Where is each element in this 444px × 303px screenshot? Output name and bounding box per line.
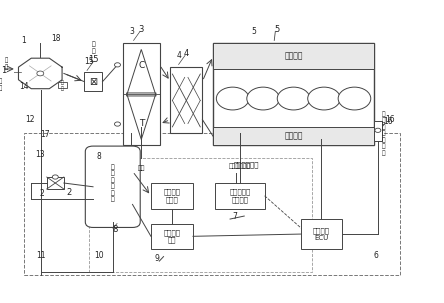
Text: 3: 3 xyxy=(129,27,134,36)
Bar xyxy=(47,177,64,189)
Bar xyxy=(374,121,382,141)
Text: 废
气: 废 气 xyxy=(0,79,2,91)
Text: T: T xyxy=(139,118,144,128)
Text: 11: 11 xyxy=(36,251,45,260)
Text: 1: 1 xyxy=(1,66,7,75)
FancyBboxPatch shape xyxy=(85,146,140,228)
Bar xyxy=(301,219,342,249)
Text: 电源管理
系统: 电源管理 系统 xyxy=(163,229,180,243)
Text: ⊠: ⊠ xyxy=(89,77,98,87)
Text: 6: 6 xyxy=(374,251,379,260)
Circle shape xyxy=(216,87,249,110)
Text: 1: 1 xyxy=(21,36,25,45)
Text: 发
动
机
自
身
信
号: 发 动 机 自 身 信 号 xyxy=(382,111,385,156)
Circle shape xyxy=(308,87,340,110)
Bar xyxy=(215,183,265,208)
Text: 12: 12 xyxy=(25,115,35,125)
Text: 氢
气
储
存
气
罐: 氢 气 储 存 气 罐 xyxy=(111,164,115,202)
Circle shape xyxy=(247,87,279,110)
Polygon shape xyxy=(19,58,62,89)
Text: 14: 14 xyxy=(20,82,29,92)
Text: 排气总管: 排气总管 xyxy=(284,132,303,141)
Text: 8: 8 xyxy=(112,225,118,234)
Text: 控制单元
ECU: 控制单元 ECU xyxy=(313,227,330,241)
Text: C: C xyxy=(138,62,144,70)
Text: 16: 16 xyxy=(383,117,392,126)
Bar xyxy=(151,183,193,208)
Text: 8: 8 xyxy=(96,152,101,161)
Bar xyxy=(213,127,374,145)
Bar xyxy=(170,68,202,134)
Text: 18: 18 xyxy=(51,35,60,43)
Text: 进
气: 进 气 xyxy=(91,42,95,54)
Circle shape xyxy=(115,122,120,126)
Circle shape xyxy=(115,63,120,67)
Circle shape xyxy=(52,175,58,179)
Text: 4: 4 xyxy=(176,51,181,60)
Text: 太阳能光伏
发电单元: 太阳能光伏 发电单元 xyxy=(229,189,250,203)
Text: 进气总管: 进气总管 xyxy=(284,52,303,61)
Text: 2: 2 xyxy=(67,188,71,197)
Circle shape xyxy=(338,87,371,110)
Bar xyxy=(58,82,67,88)
Bar xyxy=(213,43,374,145)
Bar xyxy=(151,224,193,249)
Text: 进
气: 进 气 xyxy=(4,58,8,70)
Bar xyxy=(89,158,312,271)
Text: 船舶辅机电网: 船舶辅机电网 xyxy=(234,162,259,168)
Text: 10: 10 xyxy=(94,251,103,260)
Text: 进
气: 进 气 xyxy=(61,80,64,91)
Text: 17: 17 xyxy=(40,131,50,139)
Circle shape xyxy=(37,71,44,76)
Text: 氢气: 氢气 xyxy=(138,165,146,171)
Text: 5: 5 xyxy=(275,25,280,35)
Bar xyxy=(123,43,159,145)
Text: 船舶辅机电网: 船舶辅机电网 xyxy=(229,164,251,169)
Text: 13: 13 xyxy=(36,150,45,159)
Text: 15: 15 xyxy=(88,55,99,65)
Bar xyxy=(24,134,400,275)
Text: 2: 2 xyxy=(39,189,44,198)
Text: 9: 9 xyxy=(155,254,160,263)
Text: 15: 15 xyxy=(84,57,94,66)
Bar xyxy=(84,72,103,92)
Circle shape xyxy=(375,128,381,132)
Text: 4: 4 xyxy=(184,49,189,58)
Circle shape xyxy=(277,87,310,110)
Text: 7: 7 xyxy=(232,211,237,221)
Bar xyxy=(213,43,374,69)
Text: 16: 16 xyxy=(385,115,395,124)
Text: 水电解制
氢单元: 水电解制 氢单元 xyxy=(163,189,180,203)
Text: 5: 5 xyxy=(251,27,256,36)
Text: 3: 3 xyxy=(139,25,144,35)
